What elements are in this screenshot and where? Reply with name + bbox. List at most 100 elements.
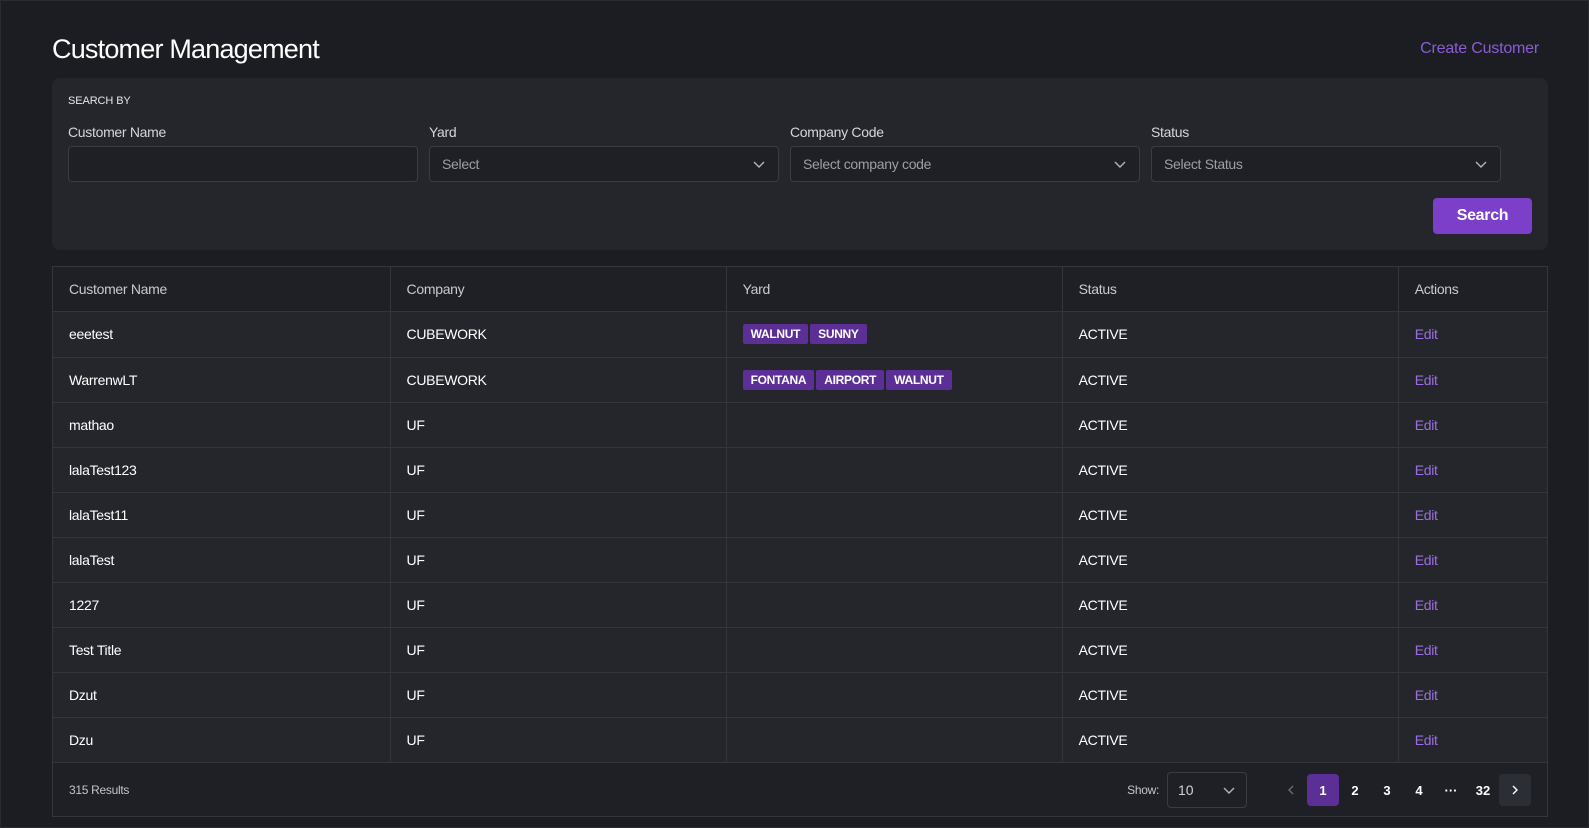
cell-status: ACTIVE bbox=[1062, 402, 1399, 448]
cell-yard bbox=[726, 447, 1063, 493]
cell-status: ACTIVE bbox=[1062, 357, 1399, 403]
status-placeholder: Select Status bbox=[1164, 156, 1243, 172]
yard-tag: WALNUT bbox=[742, 324, 809, 344]
cell-customer-name: Test Title bbox=[53, 627, 391, 673]
chevron-down-icon bbox=[1222, 783, 1236, 797]
status-label: Status bbox=[1151, 124, 1189, 140]
cell-actions: Edit bbox=[1398, 357, 1547, 403]
cell-company: UF bbox=[390, 492, 727, 538]
search-by-label: SEARCH BY bbox=[68, 95, 131, 107]
column-header-yard[interactable]: Yard bbox=[726, 267, 1063, 312]
yard-select[interactable]: Select bbox=[429, 146, 779, 182]
cell-customer-name: Dzu bbox=[53, 717, 391, 763]
table-row: lalaTest11 UF ACTIVE Edit bbox=[53, 492, 1547, 538]
cell-customer-name: Dzut bbox=[53, 672, 391, 718]
page-button-4[interactable]: 4 bbox=[1415, 782, 1423, 798]
cell-yard bbox=[726, 717, 1063, 763]
pager: 1 2 3 4 ··· 32 bbox=[1275, 774, 1531, 806]
page-button-2[interactable]: 2 bbox=[1351, 782, 1359, 798]
results-count: 315 Results bbox=[69, 783, 130, 797]
cell-company: UF bbox=[390, 627, 727, 673]
edit-link[interactable]: Edit bbox=[1414, 416, 1438, 433]
customer-table: Customer Name Company Yard Status Action… bbox=[53, 267, 1547, 763]
page-header: Customer Management Create Customer bbox=[52, 33, 1539, 65]
cell-customer-name: 1227 bbox=[53, 582, 391, 628]
cell-actions: Edit bbox=[1398, 447, 1547, 493]
previous-page-button[interactable] bbox=[1275, 774, 1307, 806]
cell-actions: Edit bbox=[1398, 311, 1547, 358]
status-field: Status Select Status bbox=[1151, 124, 1501, 182]
status-select[interactable]: Select Status bbox=[1151, 146, 1501, 182]
next-page-button[interactable] bbox=[1499, 774, 1531, 806]
table-row: eeetest CUBEWORK WALNUT SUNNY ACTIVE Edit bbox=[53, 311, 1547, 358]
cell-actions: Edit bbox=[1398, 582, 1547, 628]
cell-company: UF bbox=[390, 672, 727, 718]
cell-yard bbox=[726, 537, 1063, 583]
cell-status: ACTIVE bbox=[1062, 447, 1399, 493]
customer-name-input[interactable] bbox=[68, 146, 418, 182]
edit-link[interactable]: Edit bbox=[1414, 641, 1438, 658]
cell-company: UF bbox=[390, 582, 727, 628]
edit-link[interactable]: Edit bbox=[1414, 551, 1438, 568]
cell-actions: Edit bbox=[1398, 537, 1547, 583]
company-code-placeholder: Select company code bbox=[803, 156, 932, 172]
search-panel: SEARCH BY Customer Name Yard Select Comp… bbox=[52, 78, 1548, 250]
page-title: Customer Management bbox=[52, 33, 320, 64]
yard-tag: WALNUT bbox=[886, 369, 952, 390]
page-size-select[interactable]: 10 bbox=[1167, 772, 1247, 808]
chevron-down-icon bbox=[1474, 157, 1488, 171]
search-button[interactable]: Search bbox=[1433, 198, 1532, 234]
cell-status: ACTIVE bbox=[1062, 717, 1399, 763]
cell-customer-name: lalaTest123 bbox=[53, 447, 391, 493]
cell-customer-name: mathao bbox=[53, 402, 391, 448]
yard-field: Yard Select bbox=[429, 124, 779, 182]
table-row: Dzut UF ACTIVE Edit bbox=[53, 672, 1547, 718]
table-body: eeetest CUBEWORK WALNUT SUNNY ACTIVE Edit Warr… bbox=[53, 311, 1547, 763]
edit-link[interactable]: Edit bbox=[1414, 461, 1438, 478]
customer-name-label: Customer Name bbox=[68, 124, 167, 140]
column-header-company[interactable]: Company bbox=[390, 267, 727, 312]
edit-link[interactable]: Edit bbox=[1414, 686, 1438, 703]
edit-link[interactable]: Edit bbox=[1414, 731, 1438, 748]
yard-tag: AIRPORT bbox=[816, 369, 885, 390]
table-row: WarrenwLT CUBEWORK FONTANA AIRPORT WALNUT ACT… bbox=[53, 357, 1547, 403]
cell-company: UF bbox=[390, 447, 727, 493]
cell-actions: Edit bbox=[1398, 402, 1547, 448]
chevron-down-icon bbox=[752, 157, 766, 171]
column-header-status[interactable]: Status bbox=[1062, 267, 1399, 312]
page-button-32[interactable]: 32 bbox=[1475, 782, 1491, 798]
edit-link[interactable]: Edit bbox=[1414, 506, 1438, 523]
company-code-label: Company Code bbox=[790, 124, 884, 140]
cell-company: UF bbox=[390, 537, 727, 583]
table-row: Dzu UF ACTIVE Edit bbox=[53, 717, 1547, 763]
cell-yard bbox=[726, 627, 1063, 673]
page-button-3[interactable]: 3 bbox=[1383, 782, 1391, 798]
page-button-1[interactable]: 1 bbox=[1307, 774, 1339, 806]
create-customer-link[interactable]: Create Customer bbox=[1420, 40, 1539, 57]
cell-actions: Edit bbox=[1398, 627, 1547, 673]
cell-yard bbox=[726, 582, 1063, 628]
table-footer: 315 Results Show: 10 1 2 3 4 ··· 32 bbox=[53, 764, 1547, 816]
column-header-customer-name[interactable]: Customer Name bbox=[53, 267, 391, 312]
show-label: Show: bbox=[1127, 783, 1159, 797]
customer-table-container: Customer Name Company Yard Status Action… bbox=[52, 266, 1548, 817]
edit-link[interactable]: Edit bbox=[1414, 326, 1438, 342]
page-size-value: 10 bbox=[1178, 782, 1194, 798]
pagination-ellipsis[interactable]: ··· bbox=[1444, 782, 1458, 798]
cell-status: ACTIVE bbox=[1062, 492, 1399, 538]
cell-actions: Edit bbox=[1398, 717, 1547, 763]
cell-customer-name: eeetest bbox=[53, 311, 391, 358]
table-row: lalaTest UF ACTIVE Edit bbox=[53, 537, 1547, 583]
company-code-select[interactable]: Select company code bbox=[790, 146, 1140, 182]
chevron-down-icon bbox=[1113, 157, 1127, 171]
customer-name-field: Customer Name bbox=[68, 124, 418, 182]
cell-customer-name: lalaTest bbox=[53, 537, 391, 583]
column-header-actions: Actions bbox=[1398, 267, 1547, 312]
table-row: 1227 UF ACTIVE Edit bbox=[53, 582, 1547, 628]
table-row: lalaTest123 UF ACTIVE Edit bbox=[53, 447, 1547, 493]
edit-link[interactable]: Edit bbox=[1414, 596, 1438, 613]
edit-link[interactable]: Edit bbox=[1414, 371, 1438, 388]
cell-yard bbox=[726, 492, 1063, 538]
yard-tag: SUNNY bbox=[810, 324, 867, 344]
yard-select-placeholder: Select bbox=[442, 156, 480, 172]
